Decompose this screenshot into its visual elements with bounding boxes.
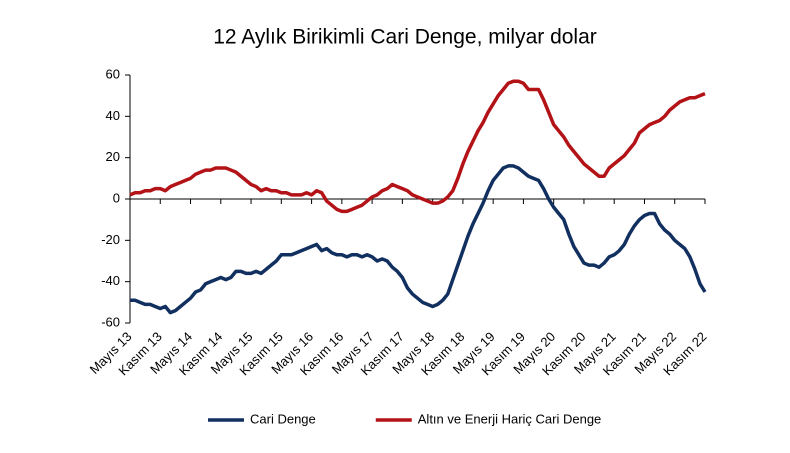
y-tick-label: 0 bbox=[113, 190, 120, 205]
y-tick-label: -40 bbox=[101, 273, 120, 288]
legend-label: Altın ve Enerji Hariç Cari Denge bbox=[418, 411, 602, 426]
data-line bbox=[130, 164, 707, 315]
y-tick-label: -20 bbox=[101, 232, 120, 247]
y-tick-label: 40 bbox=[106, 108, 120, 123]
legend-label: Cari Denge bbox=[250, 411, 316, 426]
chart-title: 12 Aylık Birikimli Cari Denge, milyar do… bbox=[213, 26, 597, 49]
y-tick-label: 20 bbox=[106, 149, 120, 164]
data-line bbox=[129, 79, 706, 214]
y-tick-label: -60 bbox=[101, 314, 120, 329]
y-tick-label: 60 bbox=[106, 66, 120, 81]
